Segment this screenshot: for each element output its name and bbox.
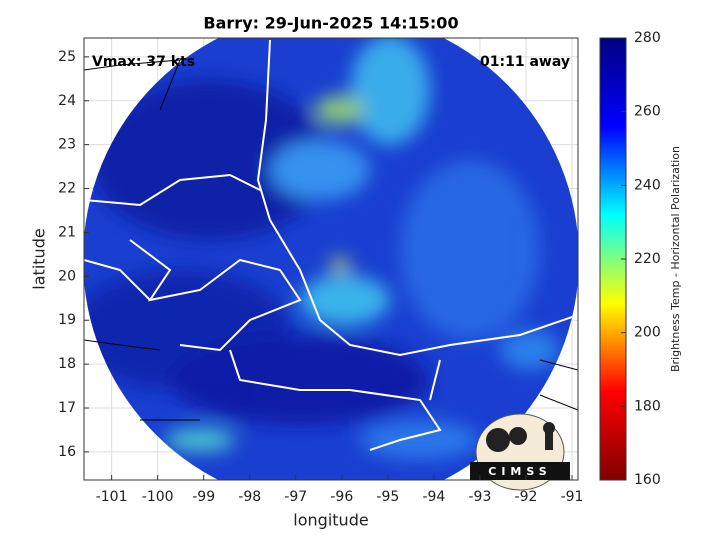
colorbar-tick-label: 180	[634, 398, 661, 414]
x-tick-label: -100	[142, 489, 174, 505]
x-tick-label: -91	[561, 489, 584, 505]
colorbar-tick-label: 260	[634, 104, 661, 120]
y-tick-label: 18	[58, 356, 76, 372]
swath	[84, 38, 578, 480]
chart-title: Barry: 29-Jun-2025 14:15:00	[203, 14, 458, 33]
y-tick-label: 24	[58, 93, 76, 109]
x-tick-label: -95	[376, 489, 399, 505]
annotation: 01:11 away	[480, 54, 570, 70]
annotation: Vmax: 37 kts	[92, 54, 195, 70]
x-tick-label: -98	[238, 489, 261, 505]
x-tick-label: -94	[422, 489, 445, 505]
y-tick-label: 23	[58, 137, 76, 153]
x-tick-label: -97	[284, 489, 307, 505]
x-axis-label: longitude	[293, 511, 368, 530]
x-tick-label: -93	[468, 489, 491, 505]
colorbar-tick-label: 220	[634, 251, 661, 267]
x-tick-label: -101	[96, 489, 128, 505]
y-tick-label: 17	[58, 400, 76, 416]
x-tick-label: -96	[330, 489, 353, 505]
x-tick-label: -92	[515, 489, 538, 505]
colorbar-label: Brightness Temp - Horizontal Polarizatio…	[669, 146, 682, 372]
y-tick-label: 21	[58, 224, 76, 240]
plot-frame	[83, 37, 579, 481]
y-tick-label: 16	[58, 444, 76, 460]
y-tick-label: 20	[58, 268, 76, 284]
y-axis-label: latitude	[30, 228, 49, 289]
colorbar-tick-label: 160	[634, 472, 661, 488]
logo-text: CIMSS	[488, 465, 551, 478]
colorbar-tick-label: 200	[634, 325, 661, 341]
y-tick-label: 22	[58, 181, 76, 197]
colorbar-tick-label: 280	[634, 30, 661, 46]
x-tick-label: -99	[192, 489, 215, 505]
y-tick-label: 19	[58, 312, 76, 328]
y-tick-label: 25	[58, 49, 76, 65]
logo: CIMSS	[470, 413, 570, 491]
colorbar-tick-label: 240	[634, 177, 661, 193]
